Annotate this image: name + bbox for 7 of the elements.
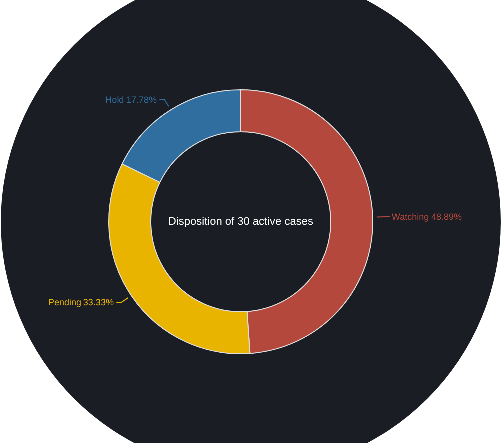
slice-label: Watching	[392, 212, 430, 222]
text: Disposition of 30 active cases	[168, 216, 314, 228]
slice-label: Pending	[48, 298, 82, 308]
data-label: 17.78%	[126, 94, 158, 105]
data-label: 48.89%	[432, 212, 462, 222]
data-label: 33.33%	[83, 298, 114, 308]
slice-label: Hold	[106, 94, 124, 105]
